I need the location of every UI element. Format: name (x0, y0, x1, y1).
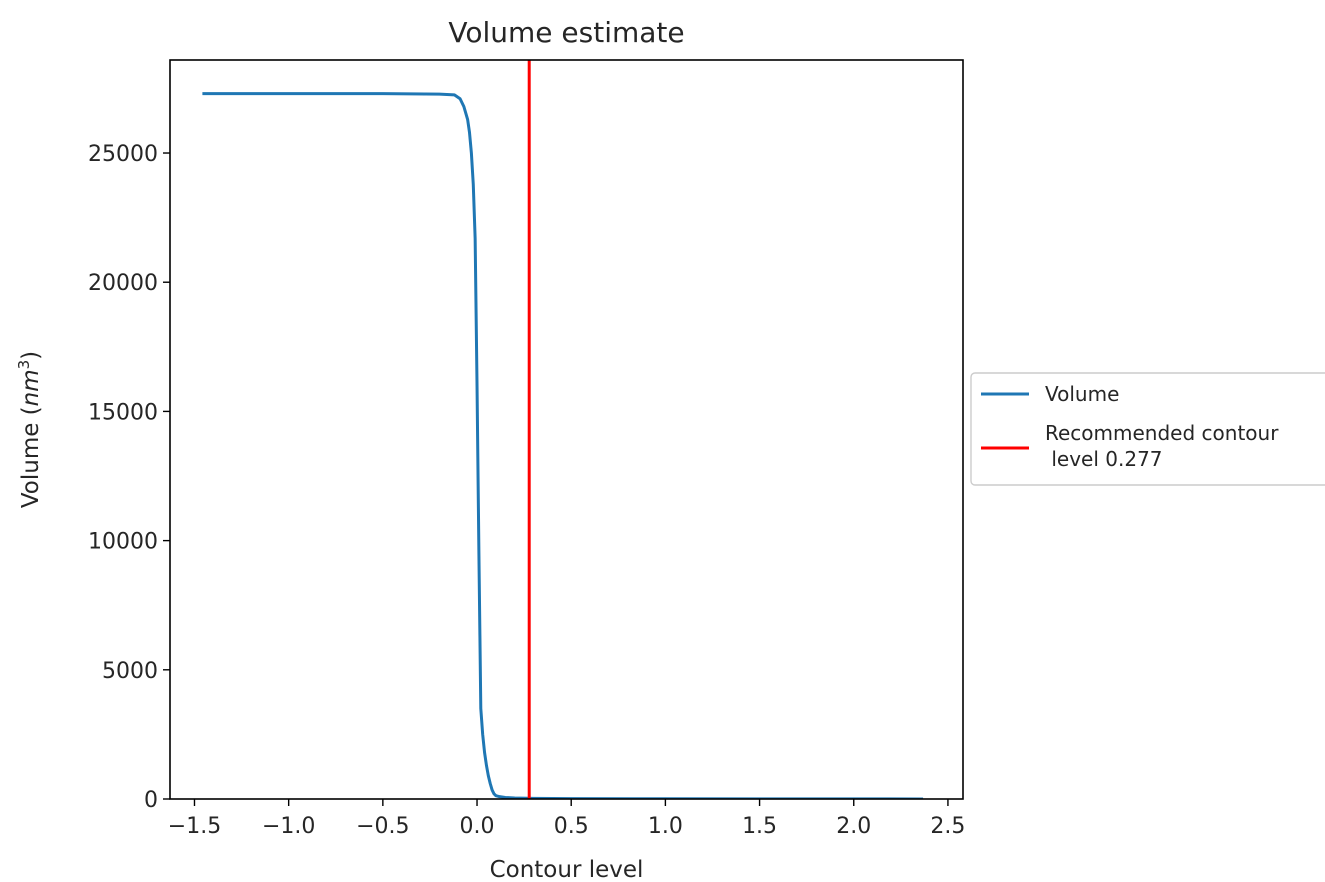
chart-title: Volume estimate (448, 16, 684, 49)
legend-label-line: Recommended contour (1045, 421, 1279, 445)
x-tick-label: 1.0 (648, 814, 683, 839)
x-tick-label: 2.0 (836, 814, 871, 839)
y-axis-label-exponent: 3 (15, 360, 33, 370)
y-axis-label-unit: nm (18, 369, 44, 406)
y-axis-label-suffix: ) (18, 351, 44, 360)
x-axis-label: Contour level (490, 857, 644, 882)
series-line-volume (202, 92, 924, 799)
x-tick-label: 1.5 (742, 814, 777, 839)
legend-box (970, 372, 1325, 486)
x-tick-label: −0.5 (356, 814, 409, 839)
y-tick-label: 20000 (88, 271, 158, 296)
legend-label-recommended: Recommended contour level 0.277 (1045, 421, 1279, 471)
y-tick-label: 15000 (88, 400, 158, 425)
x-tick-label: 2.5 (930, 814, 965, 839)
x-tick-label: 0.5 (554, 814, 589, 839)
y-tick-label: 0 (144, 788, 158, 813)
x-tick-label: −1.0 (262, 814, 315, 839)
x-axis: −1.5 −1.0 −0.5 0.0 0.5 1.0 1.5 2.0 2.5 (168, 799, 965, 839)
x-tick-label: 0.0 (460, 814, 495, 839)
legend-label-line: level 0.277 (1045, 447, 1163, 471)
plot-frame (169, 59, 964, 800)
y-axis-label: Volume (nm3) (15, 351, 44, 508)
y-axis-label-prefix: Volume ( (18, 406, 44, 508)
y-tick-label: 10000 (88, 530, 158, 555)
y-axis: 0 5000 10000 15000 20000 25000 (88, 142, 170, 813)
legend: Volume Recommended contour level 0.277 (970, 372, 1325, 486)
y-tick-label: 5000 (102, 659, 158, 684)
y-tick-label: 25000 (88, 142, 158, 167)
x-tick-label: −1.5 (168, 814, 221, 839)
legend-label-volume: Volume (1045, 382, 1119, 406)
plot-area (202, 60, 924, 799)
